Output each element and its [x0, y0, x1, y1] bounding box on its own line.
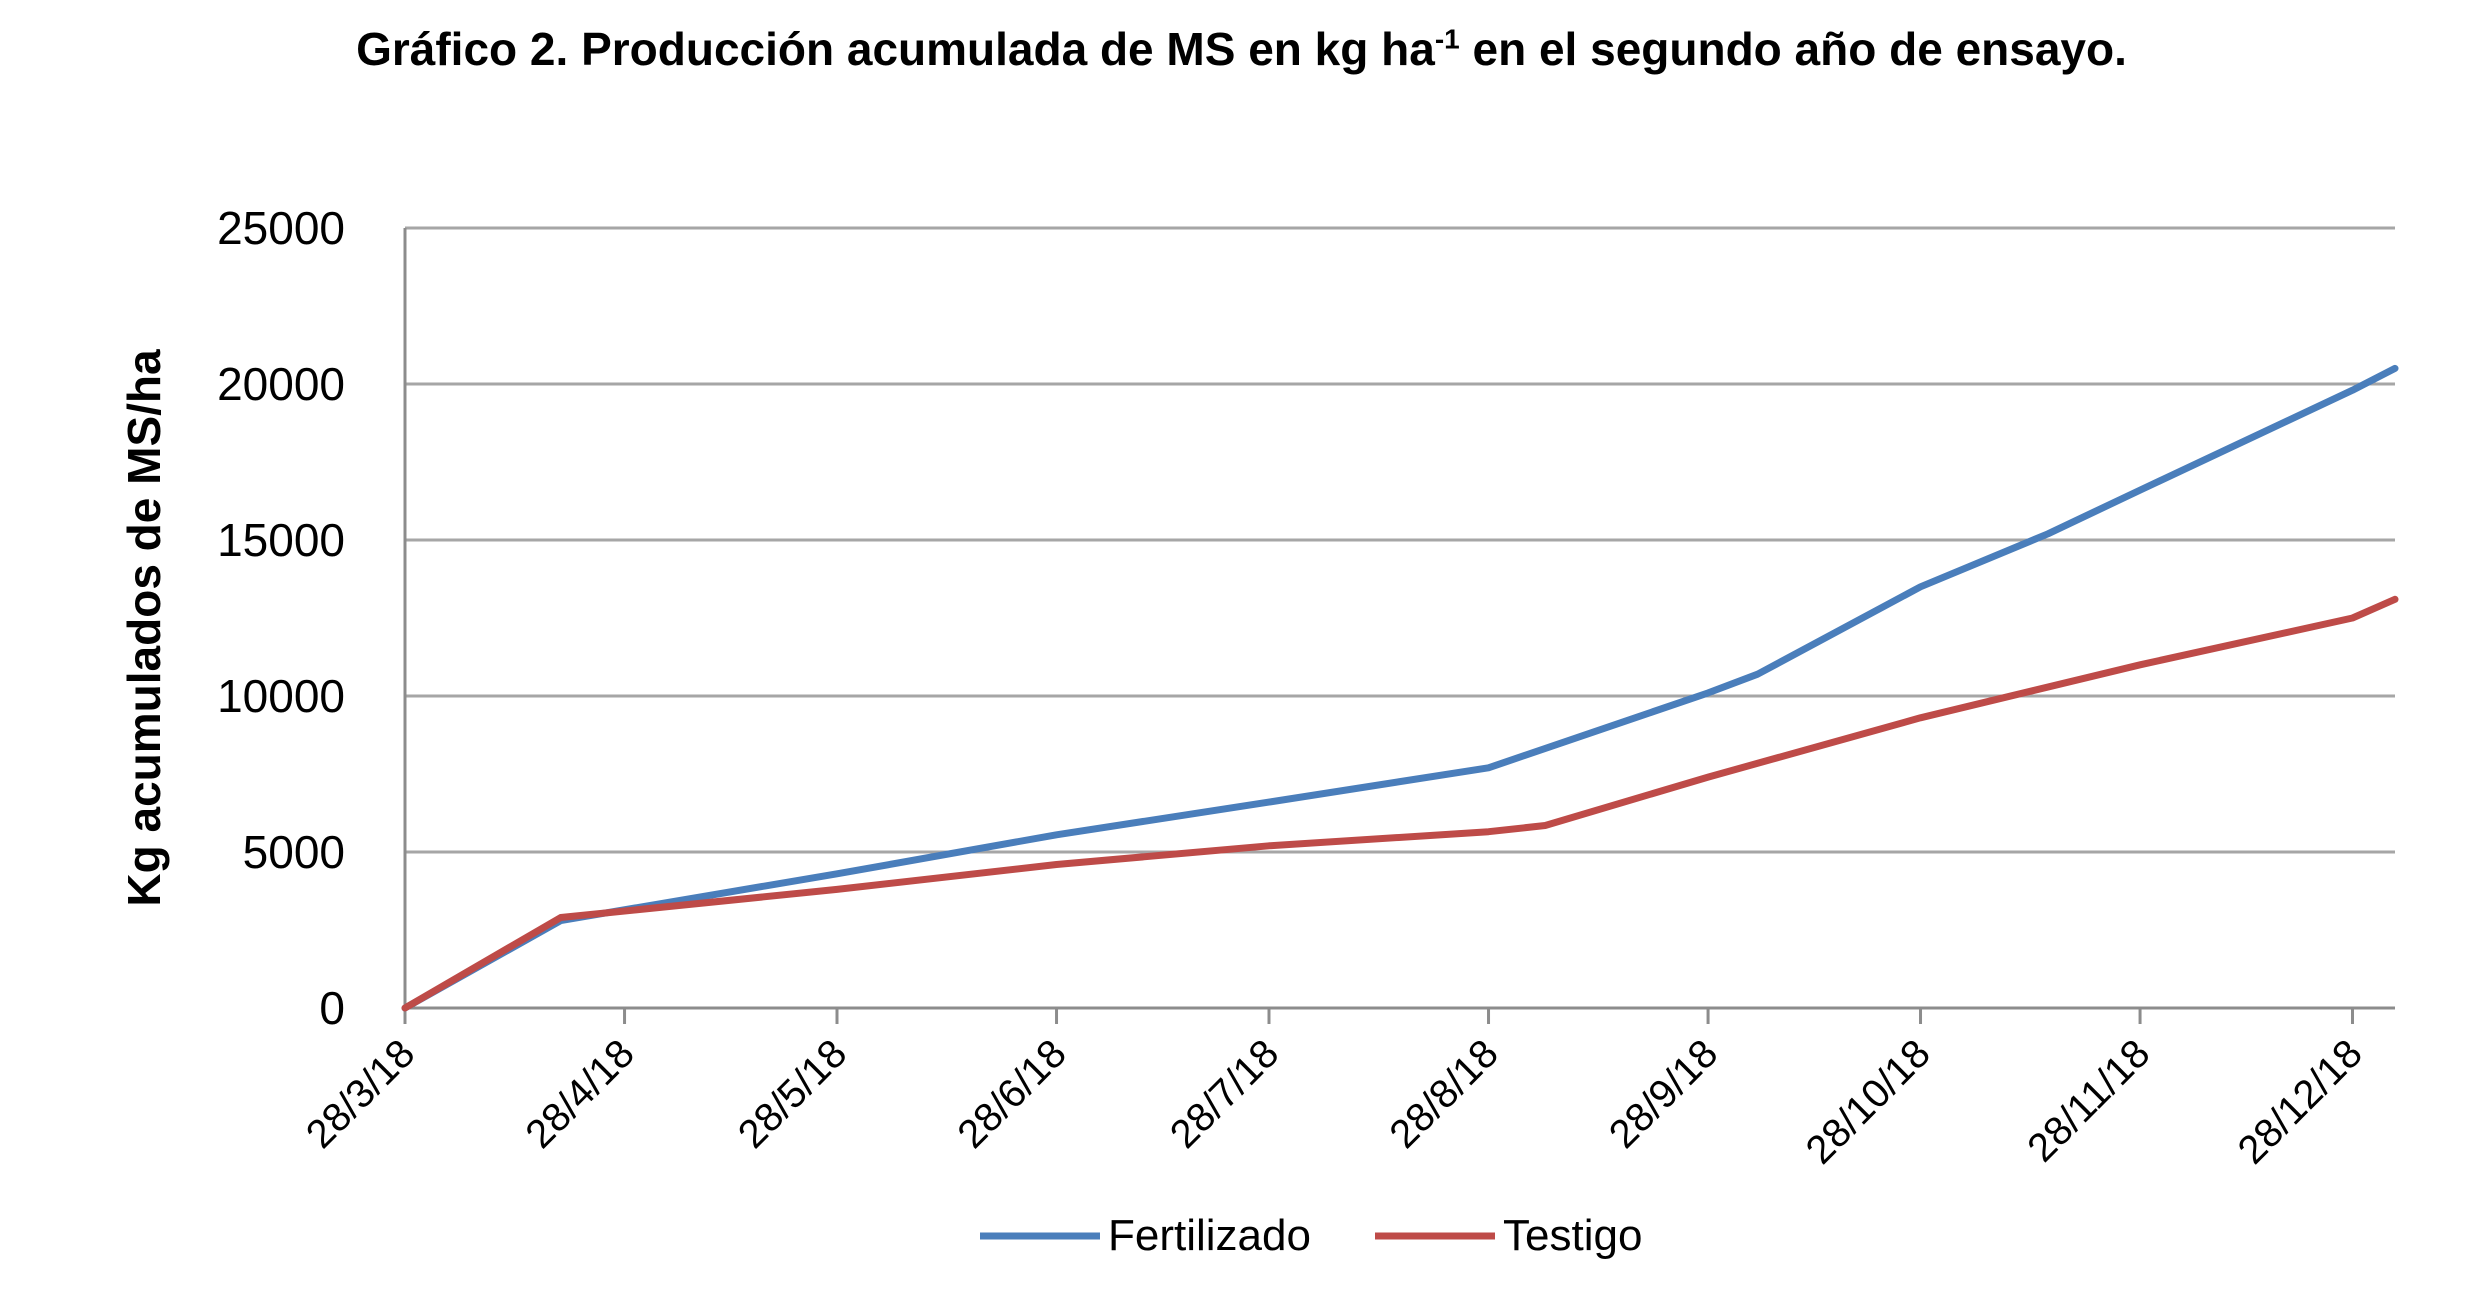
- x-tick-label: 28/4/18: [517, 1031, 642, 1156]
- x-tick-label: 28/7/18: [1162, 1031, 1287, 1156]
- legend-label-fertilizado: Fertilizado: [1108, 1211, 1311, 1260]
- y-tick-label: 25000: [217, 202, 345, 254]
- x-tick-label: 28/11/18: [2019, 1031, 2158, 1170]
- series-line-fertilizado: [401, 364, 2399, 1012]
- x-tick-label: 28/5/18: [730, 1031, 855, 1156]
- series-line-testigo: [401, 595, 2399, 1012]
- x-tick-label: 28/12/18: [2230, 1031, 2371, 1172]
- x-tick-label: 28/9/18: [1601, 1031, 1726, 1156]
- x-tick-label: 28/10/18: [1798, 1031, 1939, 1172]
- y-tick-label: 15000: [217, 514, 345, 566]
- y-tick-label: 10000: [217, 670, 345, 722]
- x-tick-label: 28/8/18: [1381, 1031, 1506, 1156]
- chart-title: Gráfico 2. Producción acumulada de MS en…: [356, 23, 2127, 75]
- y-tick-label: 5000: [243, 826, 345, 878]
- legend-label-testigo: Testigo: [1503, 1211, 1642, 1260]
- x-tick-label: 28/3/18: [298, 1031, 423, 1156]
- y-axis-label: Kg acumulados de MS/ha: [118, 349, 170, 907]
- x-tick-label: 28/6/18: [949, 1031, 1074, 1156]
- y-tick-label: 0: [319, 982, 345, 1034]
- y-tick-label: 20000: [217, 358, 345, 410]
